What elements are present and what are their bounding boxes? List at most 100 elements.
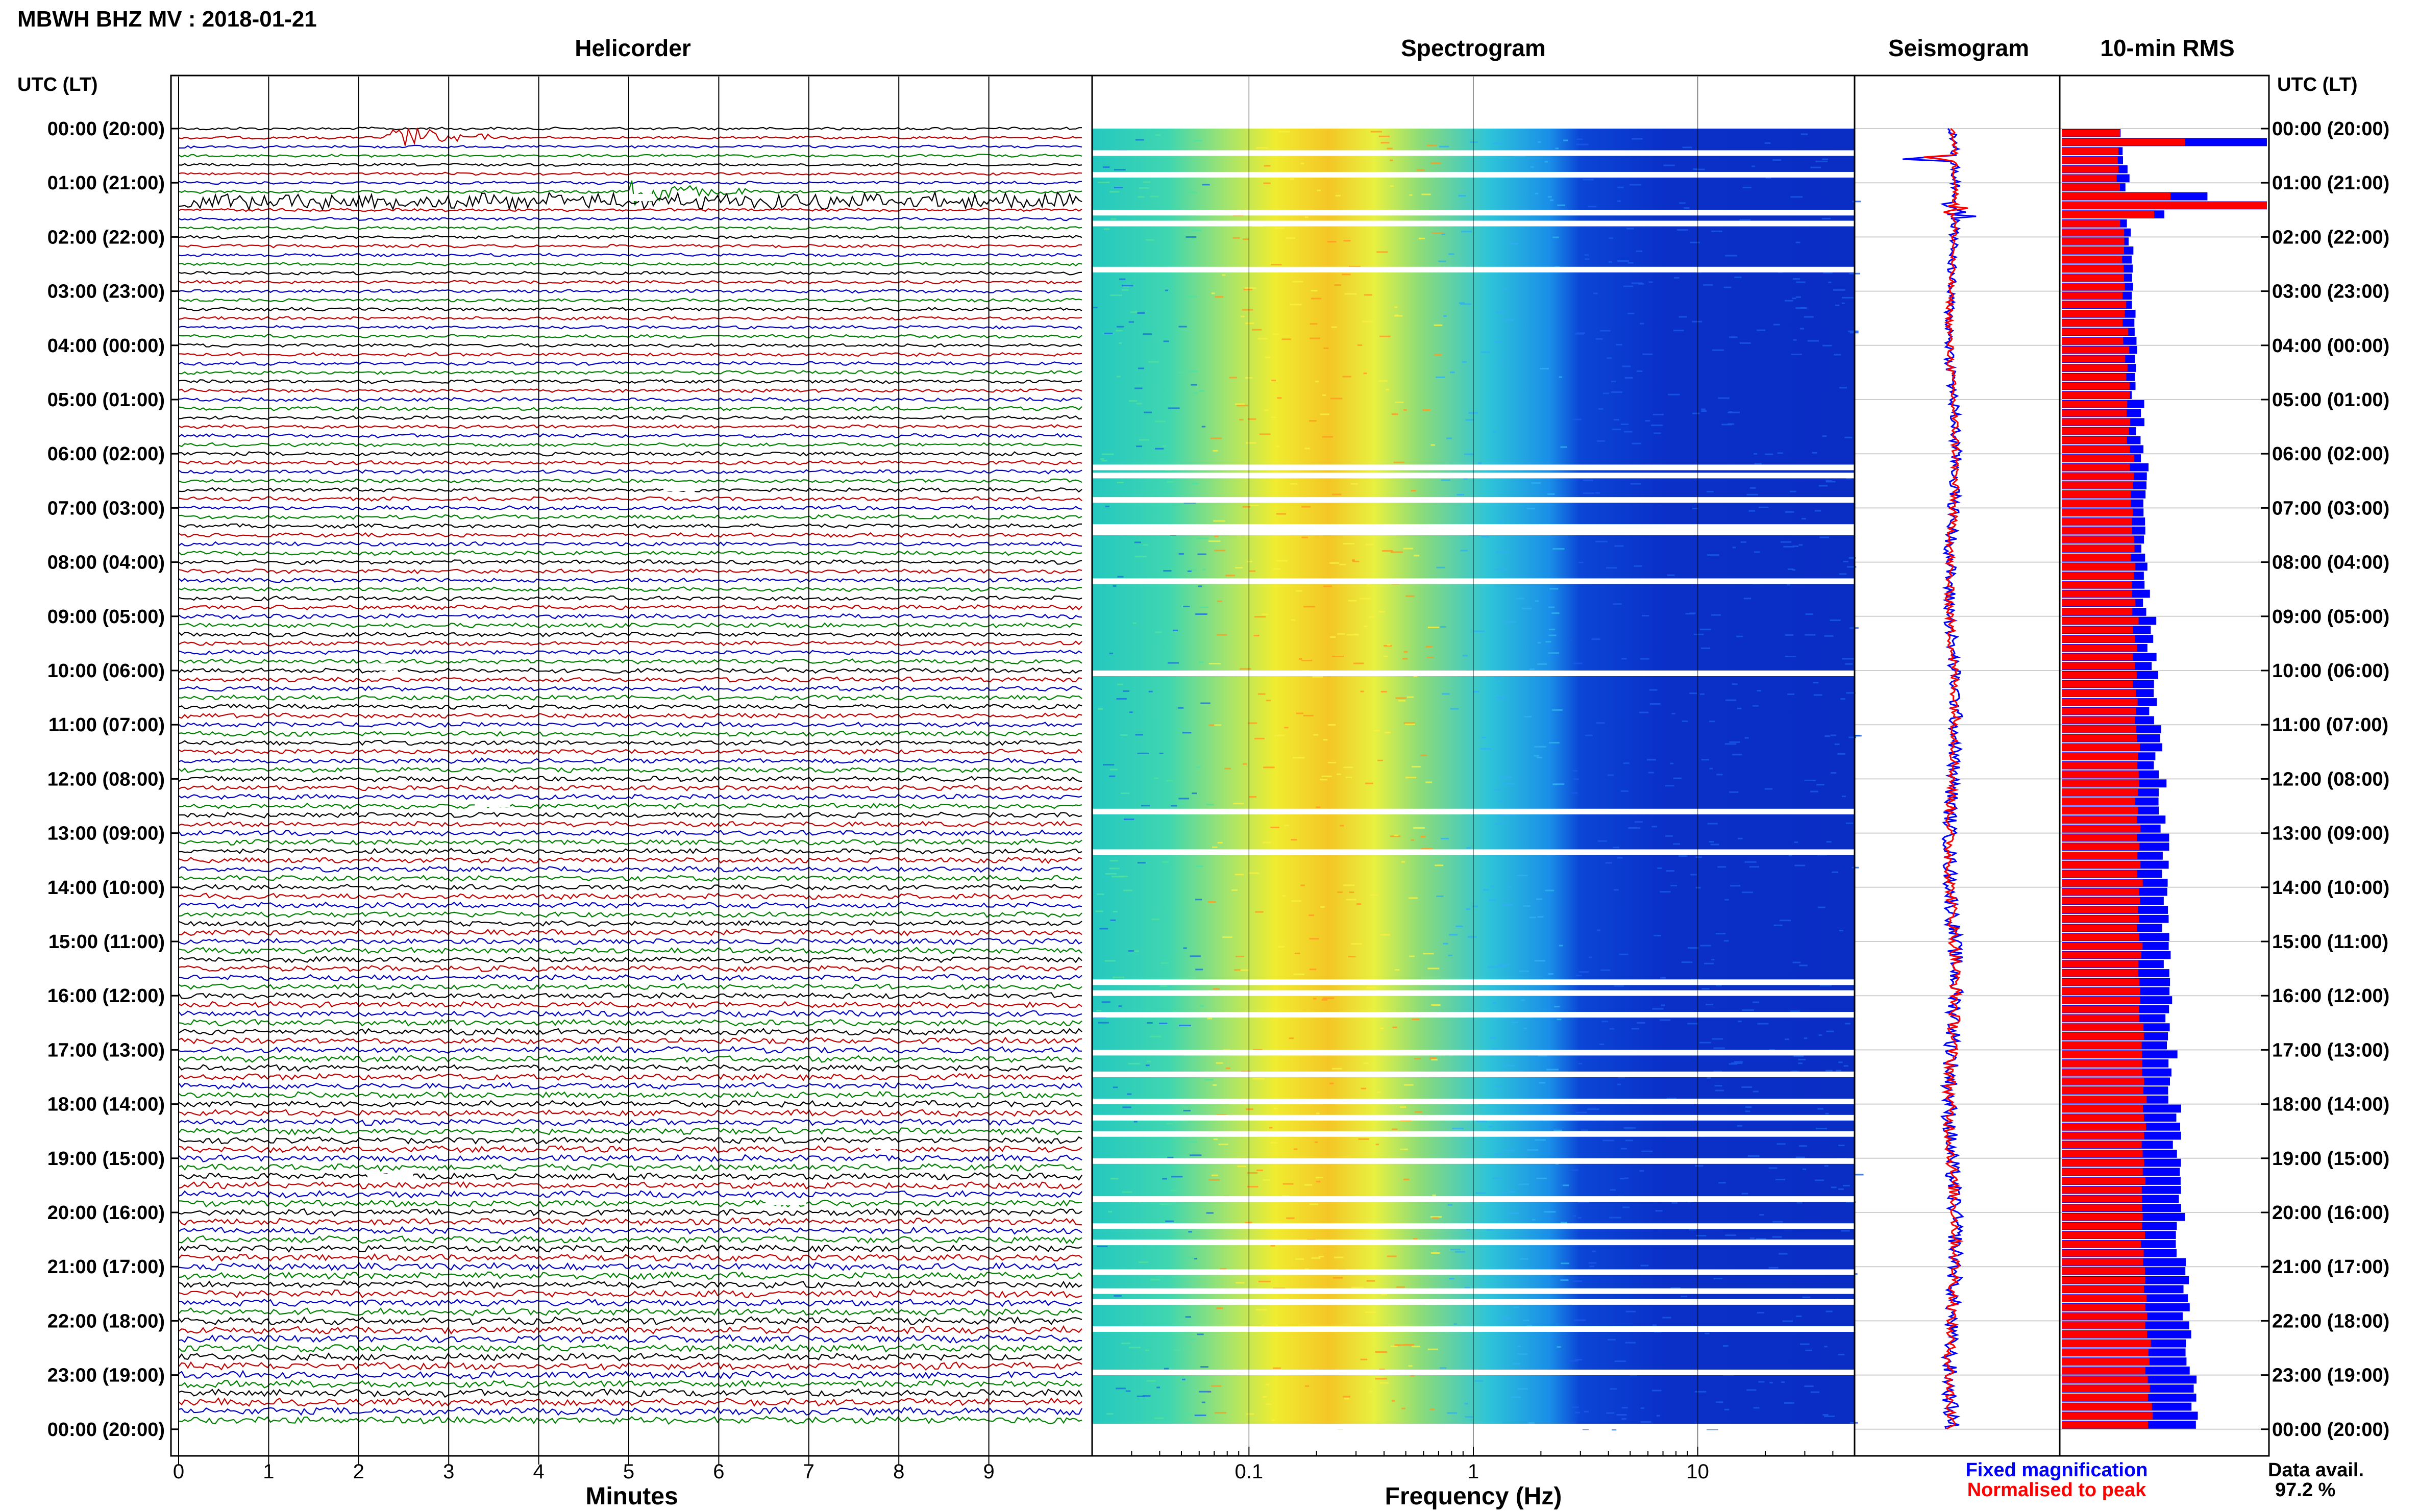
spectrogram-speckle [1810, 166, 1821, 168]
spectrogram-speckle [1409, 194, 1413, 196]
spectrogram-speckle [1492, 1048, 1499, 1050]
spectrogram-speckle [1825, 1310, 1833, 1312]
spectrogram-speckle [1818, 906, 1825, 908]
spectrogram-speckle [1113, 585, 1117, 587]
spectrogram-speckle [1286, 1217, 1295, 1219]
spectrogram-speckle [1649, 689, 1658, 691]
spectrogram-speckle [1212, 846, 1218, 848]
spectrogram-speckle [1305, 1385, 1310, 1387]
spectrogram-speckle [1517, 1346, 1521, 1348]
spectrogram-speckle [1168, 407, 1180, 409]
spectrogram-speckle [1614, 419, 1619, 421]
spectrogram-speckle [1534, 746, 1546, 748]
spectrogram-speckle [1322, 997, 1335, 999]
spectrogram-speckle [1742, 891, 1753, 894]
spectrogram-speckle [1581, 1129, 1589, 1131]
helicorder-row-trace [178, 1163, 1082, 1172]
spectrogram-speckle [1190, 1338, 1196, 1340]
spectrogram-speckle [1496, 551, 1508, 553]
minutes-axis-label: Minutes [585, 1483, 678, 1510]
spectrogram-speckle [1387, 644, 1391, 646]
time-label-left: 04:00 (00:00) [47, 335, 165, 357]
spectrogram-speckle [1177, 803, 1185, 805]
spectrogram-speckle [1418, 237, 1425, 239]
spectrogram-speckle [1639, 711, 1649, 713]
spectrogram-speckle [1421, 193, 1431, 195]
spectrogram-speckle [1822, 158, 1829, 160]
spectrogram-speckle [1772, 159, 1782, 161]
spectrogram-speckle [1402, 658, 1408, 660]
spectrogram-speckle [1351, 559, 1355, 561]
rms-bar-normalised [2062, 970, 2139, 977]
spectrogram-speckle [1330, 398, 1343, 400]
helicorder-row-trace [178, 487, 1082, 493]
rms-bar-normalised [2062, 500, 2131, 507]
legend-fixed-magnification: Fixed magnification [1966, 1459, 2148, 1481]
spectrogram-speckle [1793, 1055, 1804, 1057]
rms-bar-normalised [2062, 192, 2171, 200]
rms-bar-normalised [2062, 147, 2118, 155]
spectrogram-speckle [1096, 1010, 1102, 1012]
spectrogram-speckle [1273, 568, 1281, 570]
spectrogram-speckle [1663, 164, 1675, 166]
spectrogram-speckle [1109, 769, 1118, 771]
spectrogram-speckle [1248, 722, 1257, 724]
spectrogram-speckle [1496, 697, 1506, 699]
spectrogram-speckle [1784, 300, 1793, 302]
helicorder-row-trace [178, 604, 1082, 610]
spectrogram-speckle [1431, 1252, 1440, 1254]
spectrogram-speckle [1799, 964, 1808, 966]
time-label-left: 18:00 (14:00) [47, 1094, 165, 1116]
spectrogram-speckle [1820, 984, 1832, 986]
rms-bar-normalised [2062, 644, 2137, 652]
spectrogram-speckle [1535, 192, 1538, 194]
spectrogram-speckle [1425, 781, 1432, 783]
spectrogram-speckle [1631, 282, 1643, 284]
spectrogram-speckle [1526, 1325, 1532, 1327]
spectrogram-speckle [1757, 1311, 1764, 1313]
spectrogram-speckle [1534, 960, 1545, 962]
minute-tick-label: 3 [443, 1460, 454, 1483]
spectrogram-speckle [1574, 1319, 1586, 1321]
spectrogram-speckle [1577, 1201, 1590, 1203]
spectrogram-speckle [1171, 1176, 1183, 1178]
helicorder-row-trace [178, 956, 1082, 963]
spectrogram-speckle [1208, 1179, 1220, 1181]
rms-bar-normalised [2062, 1114, 2144, 1121]
spectrogram-speckle [1841, 302, 1845, 304]
spectrogram-speckle [1380, 690, 1387, 692]
rms-bar-normalised [2062, 1213, 2143, 1221]
spectrogram-speckle [1611, 381, 1616, 383]
rms-bar-normalised [2062, 1358, 2150, 1365]
spectrogram-speckle [1293, 973, 1305, 975]
spectrogram-speckle [1242, 506, 1251, 508]
helicorder-row-trace [178, 1046, 1082, 1054]
spectrogram-speckle [1670, 762, 1674, 764]
helicorder-row-trace [178, 640, 1082, 647]
spectrogram-speckle [1138, 367, 1144, 369]
helicorder-row-trace [178, 1073, 1082, 1082]
spectrogram-speckle [1208, 724, 1216, 726]
spectrogram-speckle [1443, 943, 1448, 945]
spectrogram-speckle [1631, 1028, 1639, 1030]
helicorder-row-trace [178, 1325, 1082, 1335]
time-label-right: 01:00 (21:00) [2272, 172, 2389, 194]
spectrogram-speckle [1464, 1403, 1468, 1405]
helicorder-row-trace [178, 180, 1082, 206]
helicorder-row-trace [178, 1145, 1082, 1154]
spectrogram-speckle [1191, 1071, 1200, 1073]
rms-bar-normalised [2062, 707, 2136, 715]
spectrogram-speckle [1842, 796, 1846, 798]
spectrogram-speckle [1348, 956, 1356, 958]
spectrogram-speckle [1640, 1407, 1644, 1409]
rms-bar-normalised [2062, 536, 2135, 543]
spectrogram-speckle [1246, 1108, 1253, 1110]
spectrogram-speckle [1758, 1381, 1765, 1383]
spectrogram-speckle [1727, 423, 1734, 425]
spectrogram-speckle [1745, 1106, 1752, 1108]
spectrogram-speckle [1646, 759, 1656, 761]
rms-bar-normalised [2062, 861, 2141, 869]
spectrogram-speckle [1756, 1238, 1766, 1240]
rms-bar-normalised [2062, 1051, 2142, 1058]
spectrogram-speckle [1530, 166, 1534, 168]
